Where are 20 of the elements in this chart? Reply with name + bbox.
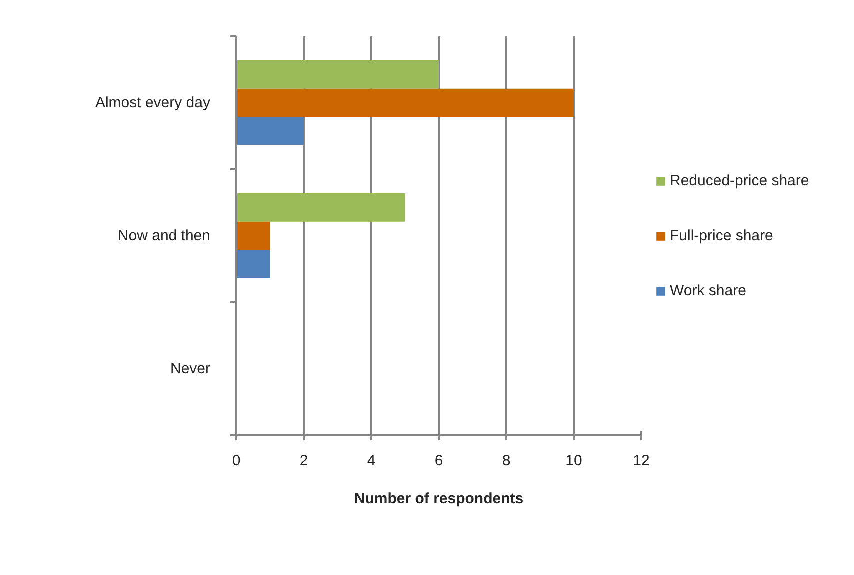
y-tick-label: Now and then bbox=[118, 228, 211, 244]
x-tick-label: 8 bbox=[502, 452, 511, 470]
legend-label: Work share bbox=[670, 282, 746, 299]
bar bbox=[236, 60, 439, 89]
bar bbox=[236, 117, 304, 146]
bar bbox=[236, 88, 574, 118]
x-tick-label: 12 bbox=[633, 452, 650, 470]
bar bbox=[236, 193, 406, 222]
x-tick-label: 0 bbox=[232, 452, 241, 470]
x-tick-label: 2 bbox=[300, 452, 308, 470]
x-tick-label: 6 bbox=[434, 452, 444, 470]
legend-label: Reduced-price share bbox=[670, 172, 810, 189]
bar bbox=[236, 222, 270, 250]
x-tick-label: 4 bbox=[367, 452, 376, 470]
x-tick-label: 10 bbox=[566, 452, 582, 470]
legend-label: Full-price share bbox=[670, 227, 774, 244]
bar bbox=[236, 250, 270, 279]
x-axis-title: Number of respondents bbox=[354, 490, 524, 508]
y-tick-label: Almost every day bbox=[95, 94, 211, 112]
y-tick-label: Never bbox=[170, 360, 211, 378]
